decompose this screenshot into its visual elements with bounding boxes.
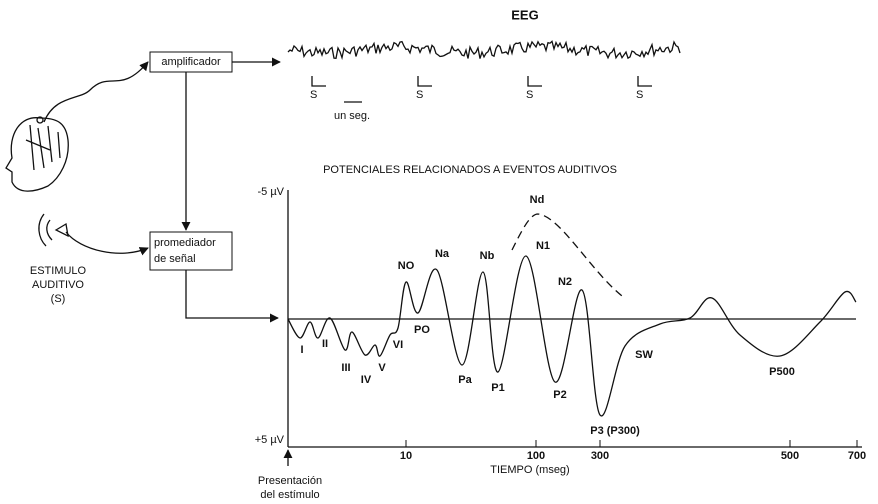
peak-label: III bbox=[341, 362, 350, 374]
averager-label: de señal bbox=[154, 253, 196, 265]
amplifier-label: amplificador bbox=[161, 56, 221, 68]
x-tick-label: 100 bbox=[527, 450, 545, 462]
peak-label: P2 bbox=[553, 389, 566, 401]
peak-label: VI bbox=[393, 339, 403, 351]
peak-label: Nb bbox=[480, 250, 495, 262]
eeg-trace bbox=[288, 41, 680, 58]
y-top-label: -5 µV bbox=[257, 186, 284, 198]
x-tick-label: 700 bbox=[848, 450, 866, 462]
peak-label: Na bbox=[435, 248, 450, 260]
head-icon bbox=[6, 62, 148, 191]
stimulus-mark-label: S bbox=[416, 89, 423, 101]
arrow bbox=[186, 270, 278, 318]
stimulus-mark bbox=[638, 76, 652, 86]
averager-label: promediador bbox=[154, 237, 216, 249]
stimulus-mark bbox=[418, 76, 432, 86]
peak-label: P3 (P300) bbox=[590, 425, 640, 437]
scale-label: un seg. bbox=[334, 110, 370, 122]
peak-label: II bbox=[322, 338, 328, 350]
origin-label: Presentación bbox=[258, 475, 322, 487]
peak-label: V bbox=[378, 362, 386, 374]
peak-label: Nd bbox=[530, 194, 545, 206]
x-tick-label: 300 bbox=[591, 450, 609, 462]
stimulus-label: AUDITIVO bbox=[32, 279, 84, 291]
peak-label: Pa bbox=[458, 374, 472, 386]
speaker-icon bbox=[39, 214, 148, 253]
stimulus-mark bbox=[312, 76, 326, 86]
peak-label: PO bbox=[414, 324, 430, 336]
stimulus-mark-label: S bbox=[310, 89, 317, 101]
peak-label: N1 bbox=[536, 240, 550, 252]
title: EEG bbox=[511, 7, 538, 22]
figure: EEG ESTIMULO AUDITIVO (S) amplificador p… bbox=[0, 0, 878, 504]
peak-label: N2 bbox=[558, 276, 572, 288]
x-tick-label: 10 bbox=[400, 450, 412, 462]
stimulus-label: (S) bbox=[51, 293, 66, 305]
x-tick-label: 500 bbox=[781, 450, 799, 462]
x-axis-label: TIEMPO (mseg) bbox=[490, 464, 569, 476]
peak-label: NO bbox=[398, 260, 415, 272]
peak-label: IV bbox=[361, 374, 372, 386]
peak-label: P500 bbox=[769, 366, 795, 378]
origin-label: del estímulo bbox=[260, 489, 319, 501]
peak-label: SW bbox=[635, 349, 653, 361]
stimulus-mark-label: S bbox=[636, 89, 643, 101]
peak-label: I bbox=[300, 344, 303, 356]
stimulus-label: ESTIMULO bbox=[30, 265, 87, 277]
stimulus-mark-label: S bbox=[526, 89, 533, 101]
y-bottom-label: +5 µV bbox=[255, 434, 285, 446]
erp-title: POTENCIALES RELACIONADOS A EVENTOS AUDIT… bbox=[323, 164, 617, 176]
peak-label: P1 bbox=[491, 382, 504, 394]
stimulus-mark bbox=[528, 76, 542, 86]
